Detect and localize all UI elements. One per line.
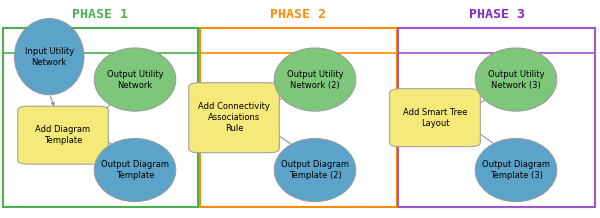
FancyBboxPatch shape [17,106,108,164]
FancyBboxPatch shape [398,28,595,207]
Text: Output Diagram
Template (2): Output Diagram Template (2) [281,160,349,180]
Ellipse shape [475,48,557,111]
Text: Output Utility
Network (2): Output Utility Network (2) [287,70,343,90]
Text: Output Diagram
Template (3): Output Diagram Template (3) [482,160,550,180]
Text: Add Diagram
Template: Add Diagram Template [35,125,91,145]
FancyBboxPatch shape [3,28,198,207]
Text: PHASE 3: PHASE 3 [469,8,525,21]
Ellipse shape [94,48,176,111]
Ellipse shape [475,138,557,202]
Text: Add Connectivity
Associations
Rule: Add Connectivity Associations Rule [198,102,270,133]
Text: PHASE 1: PHASE 1 [72,8,128,21]
Text: Output Utility
Network (3): Output Utility Network (3) [488,70,544,90]
Text: Output Utility
Network: Output Utility Network [107,70,163,90]
Text: Input Utility
Network: Input Utility Network [25,47,74,67]
FancyBboxPatch shape [200,28,397,207]
Text: Add Smart Tree
Layout: Add Smart Tree Layout [403,108,467,128]
Text: PHASE 2: PHASE 2 [270,8,326,21]
Text: Output Diagram
Template: Output Diagram Template [101,160,169,180]
FancyBboxPatch shape [390,89,481,147]
FancyBboxPatch shape [188,83,280,153]
Ellipse shape [94,138,176,202]
Ellipse shape [14,19,84,95]
Ellipse shape [274,48,356,111]
Ellipse shape [274,138,356,202]
